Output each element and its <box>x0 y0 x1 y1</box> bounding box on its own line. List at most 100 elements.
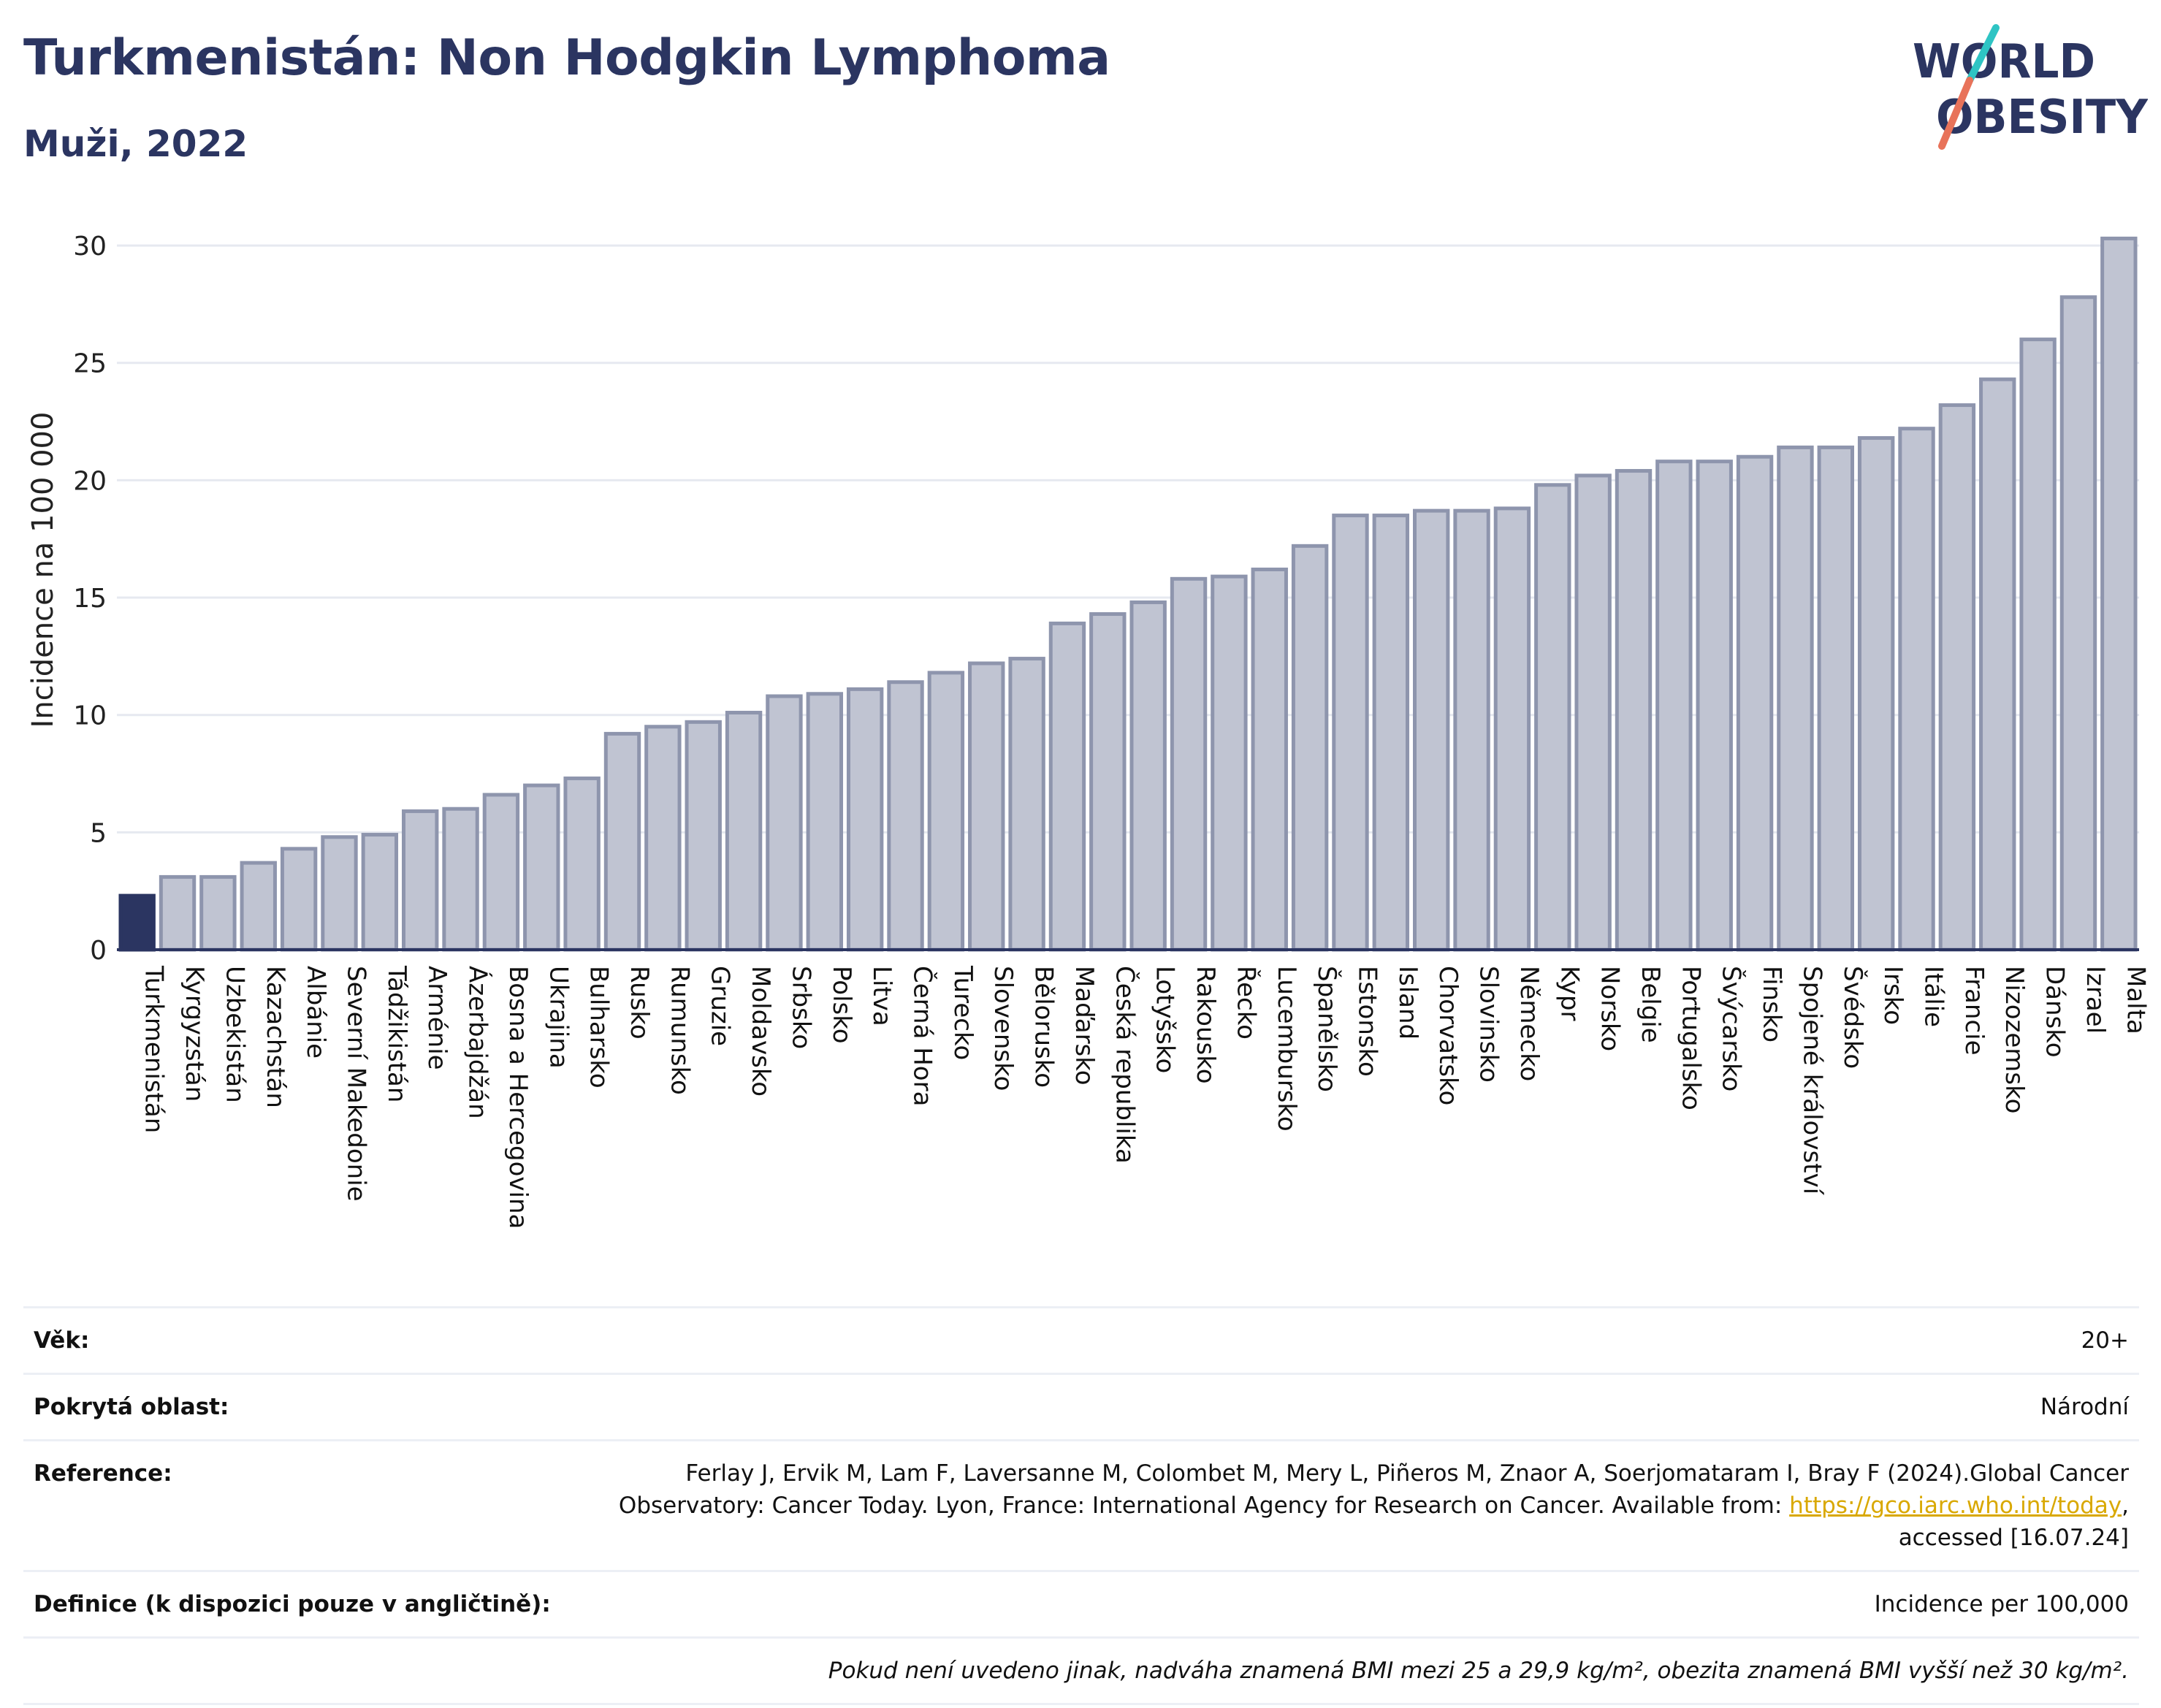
info-table: Věk: 20+ Pokrytá oblast: Národní Referen… <box>23 1306 2139 1705</box>
x-tick-label: Německo <box>1514 966 1544 1081</box>
bar-43 <box>1857 436 1895 952</box>
x-tick-label: Ázerbajdžán <box>463 966 493 1119</box>
x-tick-label: Turecko <box>948 965 977 1060</box>
x-tick-label: Švédsko <box>1838 966 1868 1069</box>
svg-text:WORLD: WORLD <box>1913 35 2095 89</box>
bar-8 <box>442 807 479 952</box>
x-tick-label: Bosna a Hercegovina <box>503 966 533 1229</box>
bar-26 <box>1170 576 1208 952</box>
footnote: Pokud není uvedeno jinak, nadváha znamen… <box>23 1636 2139 1705</box>
x-tick-label: Rumunsko <box>665 966 694 1095</box>
x-axis-ticks: Turkmenistán Kyrgyzstán Uzbekistán Kazachst… <box>140 965 2151 1229</box>
x-tick-label: Polsko <box>827 966 856 1044</box>
bar-47 <box>2019 338 2057 952</box>
x-tick-label: Uzbekistán <box>220 966 249 1103</box>
x-tick-label: Tádžikistán <box>382 965 411 1102</box>
info-label: Reference: <box>23 1439 599 1572</box>
x-tick-label: Ukrajina <box>544 966 573 1069</box>
bar-42 <box>1817 445 1854 952</box>
info-row-coverage: Pokrytá oblast: Národní <box>23 1373 2139 1441</box>
bar-45 <box>1938 403 1976 952</box>
bar-14 <box>685 720 722 952</box>
bar-7 <box>402 809 439 952</box>
bar-chart: 0 5 10 15 20 25 30 Turkmenistán Kyrgyzstán Uzbek… <box>26 232 2151 1229</box>
bar-11 <box>563 776 601 952</box>
info-row-reference: Reference: Ferlay J, Ervik M, Lam F, Lav… <box>23 1439 2139 1572</box>
x-tick-label: Kypr <box>1555 966 1584 1021</box>
bar-37 <box>1615 469 1653 952</box>
x-tick-label: Španělsko <box>1312 966 1342 1092</box>
x-tick-label: Lucembursko <box>1272 966 1301 1132</box>
y-axis-label: Incidence na 100 000 <box>26 412 60 728</box>
x-tick-label: Moldavsko <box>746 966 775 1097</box>
bar-25 <box>1129 600 1167 952</box>
bar-4 <box>280 847 318 952</box>
x-tick-label: Turkmenistán <box>140 965 169 1133</box>
bar-24 <box>1089 612 1127 952</box>
bar-6 <box>361 833 399 952</box>
bar-30 <box>1332 514 1369 952</box>
x-tick-label: Belgie <box>1636 966 1665 1043</box>
bar-29 <box>1291 544 1329 952</box>
x-tick-label: Rakousko <box>1191 966 1220 1084</box>
bar-10 <box>523 783 560 952</box>
bar-2 <box>199 874 237 952</box>
y-tick-label: 30 <box>73 232 107 262</box>
x-tick-label: Itálie <box>1919 966 1948 1027</box>
reference-link[interactable]: https://gco.iarc.who.int/today <box>1789 1492 2122 1519</box>
x-tick-label: Chorvatsko <box>1433 966 1463 1105</box>
info-row-definition: Definice (k dispozici pouze v angličtině… <box>23 1570 2139 1639</box>
x-tick-label: Gruzie <box>706 966 735 1046</box>
bar-1 <box>159 874 197 952</box>
x-tick-label: Nizozemsko <box>2000 966 2029 1113</box>
x-tick-label: Bělorusko <box>1029 966 1059 1088</box>
bar-13 <box>644 725 682 952</box>
svg-text:OBESITY: OBESITY <box>1936 91 2148 145</box>
info-value: 20+ <box>599 1306 2139 1375</box>
y-tick-label: 10 <box>73 701 107 731</box>
info-value: Ferlay J, Ervik M, Lam F, Laversanne M, … <box>599 1439 2139 1572</box>
x-tick-label: Slovinsko <box>1474 966 1503 1083</box>
x-tick-label: Severní Makedonie <box>341 966 370 1202</box>
x-tick-label: Maďarsko <box>1070 966 1099 1086</box>
x-tick-label: Rusko <box>625 966 654 1040</box>
bar-0 <box>118 893 156 952</box>
bar-31 <box>1372 514 1410 952</box>
x-tick-label: Francie <box>1959 966 1989 1056</box>
bar-23 <box>1048 621 1086 952</box>
info-value: Incidence per 100,000 <box>599 1570 2139 1639</box>
bar-9 <box>482 793 520 952</box>
x-tick-label: Kyrgyzstán <box>180 966 209 1102</box>
chart-title: Turkmenistán: Non Hodgkin Lymphoma <box>23 29 1110 87</box>
bar-44 <box>1898 427 1935 952</box>
x-tick-label: Finsko <box>1757 966 1786 1042</box>
info-row-note: Pokud není uvedeno jinak, nadváha znamen… <box>23 1636 2139 1705</box>
bar-41 <box>1777 445 1814 952</box>
chart-subtitle: Muži, 2022 <box>23 123 248 165</box>
x-tick-label: Malta <box>2121 966 2150 1034</box>
y-tick-label: 15 <box>73 584 107 614</box>
reference-suffix: , accessed [16.07.24] <box>1898 1492 2129 1551</box>
reference-text: Ferlay J, Ervik M, Lam F, Laversanne M, … <box>618 1460 2129 1519</box>
bar-27 <box>1211 574 1248 952</box>
bar-15 <box>725 710 763 952</box>
x-tick-label: Česká republika <box>1110 966 1140 1164</box>
x-tick-label: Švýcarsko <box>1717 966 1747 1091</box>
bar-17 <box>806 692 843 952</box>
x-tick-label: Litva <box>867 966 896 1026</box>
y-axis-ticks: 0 5 10 15 20 25 30 <box>73 232 107 966</box>
bar-34 <box>1493 506 1531 952</box>
x-tick-label: Portugalsko <box>1676 966 1705 1110</box>
y-tick-label: 5 <box>90 818 107 848</box>
bars <box>118 236 2138 952</box>
x-tick-label: Lotyšsko <box>1151 966 1180 1073</box>
x-tick-label: Island <box>1393 966 1422 1040</box>
bar-28 <box>1251 567 1288 952</box>
y-tick-label: 20 <box>73 466 107 496</box>
info-label: Věk: <box>23 1306 599 1375</box>
y-tick-label: 25 <box>73 349 107 379</box>
x-tick-label: Černá Hora <box>908 966 938 1106</box>
x-tick-label: Irsko <box>1878 966 1907 1025</box>
x-tick-label: Izrael <box>2081 966 2110 1034</box>
x-tick-label: Arménie <box>422 966 451 1070</box>
